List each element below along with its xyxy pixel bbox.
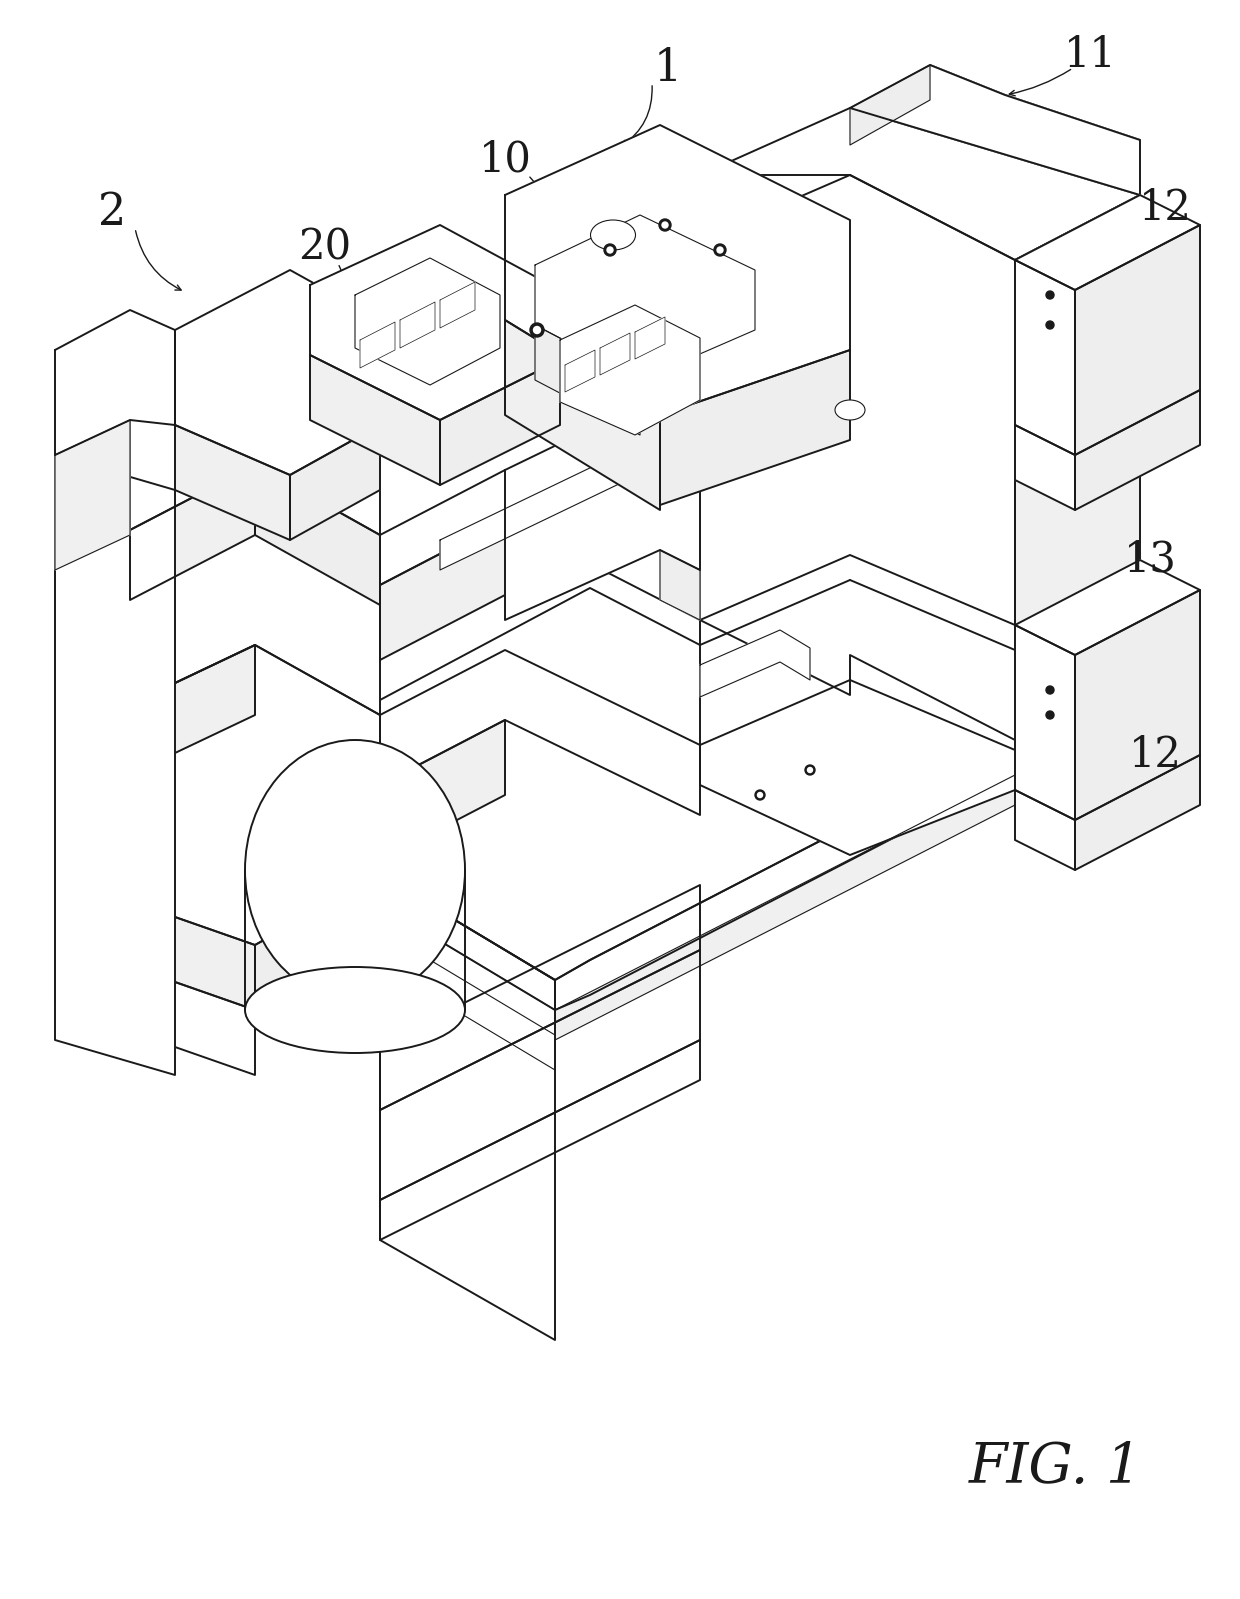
Polygon shape [55,310,175,456]
Text: 13: 13 [1123,539,1177,580]
Polygon shape [379,776,1016,1070]
Text: 20: 20 [299,227,352,269]
Polygon shape [379,875,556,1011]
Polygon shape [1016,790,1075,870]
Polygon shape [175,270,379,475]
Polygon shape [379,569,1016,980]
Circle shape [807,768,812,772]
Polygon shape [600,333,630,376]
Polygon shape [660,350,849,505]
Polygon shape [55,465,379,740]
Polygon shape [255,875,379,1011]
Polygon shape [379,720,505,860]
Polygon shape [701,555,1016,855]
Polygon shape [310,355,440,484]
Polygon shape [534,214,755,381]
Polygon shape [1075,590,1200,820]
Polygon shape [1016,261,1075,456]
Polygon shape [1016,625,1075,820]
Polygon shape [560,305,701,435]
Polygon shape [701,630,810,697]
Polygon shape [635,317,665,360]
Circle shape [755,790,765,800]
Polygon shape [1016,195,1140,740]
Polygon shape [130,465,255,600]
Polygon shape [379,651,701,815]
Polygon shape [379,884,701,1110]
Polygon shape [55,875,255,1011]
Polygon shape [660,550,701,620]
Polygon shape [556,740,1016,1011]
Polygon shape [175,425,290,540]
Polygon shape [849,66,1140,195]
Polygon shape [534,325,640,435]
Circle shape [714,245,725,256]
Polygon shape [505,395,701,620]
Polygon shape [379,470,701,620]
Circle shape [1047,321,1054,329]
Circle shape [533,326,541,334]
Polygon shape [360,321,396,368]
Circle shape [529,323,544,337]
Polygon shape [290,425,379,540]
Circle shape [1047,686,1054,694]
Polygon shape [440,281,475,328]
Polygon shape [1016,195,1200,289]
Polygon shape [55,940,255,1075]
Polygon shape [1016,425,1075,510]
Polygon shape [565,350,595,392]
Polygon shape [1075,225,1200,456]
Text: 2: 2 [98,190,126,233]
Polygon shape [379,905,556,1035]
Polygon shape [130,355,379,536]
Polygon shape [310,225,560,421]
Circle shape [604,245,616,256]
Polygon shape [379,875,556,1340]
Polygon shape [505,125,849,416]
Polygon shape [379,520,505,660]
Text: 1: 1 [653,46,682,90]
Text: 11: 11 [1064,34,1116,77]
Polygon shape [849,66,930,146]
Polygon shape [440,360,560,484]
Polygon shape [1075,390,1200,510]
Polygon shape [355,257,500,385]
Circle shape [717,246,723,253]
Polygon shape [701,109,1140,261]
Polygon shape [505,320,660,510]
Text: 12: 12 [1128,734,1182,776]
Polygon shape [401,302,435,349]
Circle shape [758,793,763,798]
Circle shape [1047,291,1054,299]
Circle shape [805,764,815,776]
Polygon shape [55,644,379,945]
Circle shape [1047,712,1054,720]
Polygon shape [440,416,701,569]
Ellipse shape [246,967,465,1054]
Ellipse shape [590,221,635,249]
Polygon shape [1016,560,1200,656]
Circle shape [658,219,671,230]
Polygon shape [379,950,701,1199]
Polygon shape [55,456,175,1075]
Polygon shape [55,421,130,569]
Polygon shape [1075,755,1200,870]
Polygon shape [379,1039,701,1239]
Circle shape [608,246,613,253]
Polygon shape [701,174,1016,740]
Text: 12: 12 [1138,187,1192,229]
Polygon shape [255,465,379,604]
Circle shape [662,222,668,229]
Text: 10: 10 [479,139,532,181]
Ellipse shape [835,400,866,421]
Ellipse shape [246,740,465,999]
Polygon shape [55,644,255,811]
Text: FIG. 1: FIG. 1 [968,1441,1142,1495]
